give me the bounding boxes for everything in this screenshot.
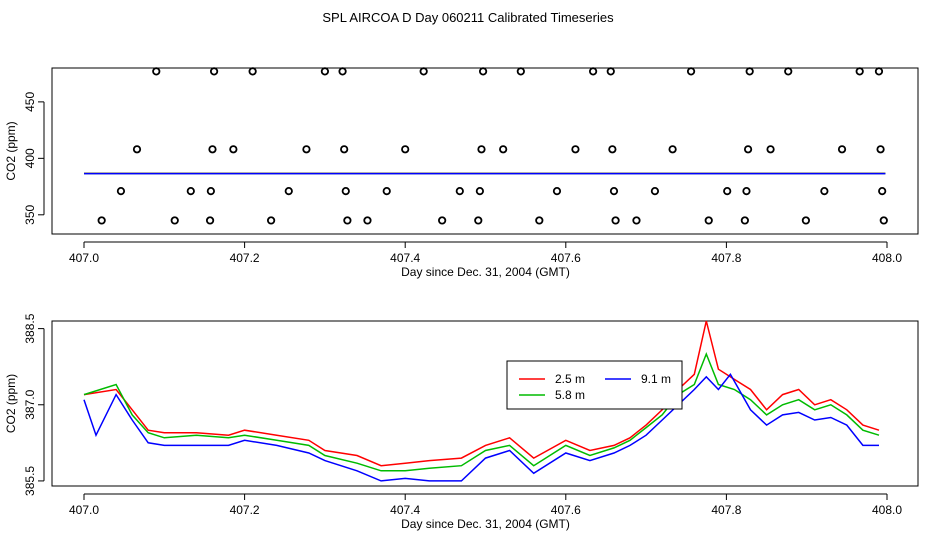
data-point xyxy=(229,145,238,154)
data-point xyxy=(552,186,562,196)
data-point xyxy=(132,145,142,154)
data-point xyxy=(116,186,126,196)
series-line xyxy=(83,372,879,482)
data-point xyxy=(248,67,257,76)
data-point xyxy=(186,186,195,196)
series-line xyxy=(83,320,880,467)
data-point xyxy=(589,67,598,76)
y-tick-label: 350 xyxy=(23,204,37,224)
data-point xyxy=(876,145,885,154)
data-point xyxy=(475,186,484,196)
x-axis-label: Day since Dec. 31, 2004 (GMT) xyxy=(401,517,570,531)
data-point xyxy=(401,145,410,154)
data-point xyxy=(784,67,793,76)
data-point xyxy=(320,67,329,76)
data-point xyxy=(340,145,349,154)
data-point xyxy=(650,186,660,196)
data-point xyxy=(152,67,161,76)
data-point xyxy=(745,67,754,76)
x-tick-label: 407.6 xyxy=(551,251,581,265)
data-point xyxy=(208,145,217,154)
y-tick-label: 400 xyxy=(23,148,37,168)
data-point xyxy=(343,216,352,225)
data-point xyxy=(855,67,864,76)
data-point xyxy=(419,67,428,76)
data-point xyxy=(341,186,350,196)
data-point xyxy=(474,216,483,225)
data-point xyxy=(382,186,391,196)
data-point xyxy=(723,186,732,196)
data-point xyxy=(170,216,179,225)
data-point xyxy=(686,67,696,76)
data-point xyxy=(438,216,447,225)
data-point xyxy=(206,186,215,196)
data-point xyxy=(837,145,847,154)
data-point xyxy=(874,67,884,76)
x-tick-label: 407.2 xyxy=(230,251,260,265)
plot-frame xyxy=(51,320,919,487)
data-point xyxy=(302,145,311,154)
data-point xyxy=(740,216,749,225)
legend-label: 9.1 m xyxy=(641,372,671,386)
x-tick-label: 407.4 xyxy=(390,251,420,265)
data-point xyxy=(499,145,508,154)
data-point xyxy=(820,186,829,196)
data-point xyxy=(338,67,347,76)
data-point xyxy=(668,145,677,154)
bottom-panel-lines: 407.0 407.2 407.4 407.6 407.8 408.0 Day since … xyxy=(4,313,919,531)
data-point xyxy=(611,216,620,225)
data-point xyxy=(571,145,580,154)
data-point xyxy=(455,186,464,196)
figure-title: SPL AIRCOA D Day 060211 Calibrated Times… xyxy=(322,10,614,25)
legend-box xyxy=(506,360,683,410)
x-tick-label: 408.0 xyxy=(872,503,902,517)
x-tick-label: 407.0 xyxy=(69,503,99,517)
data-point xyxy=(363,216,372,225)
data-point xyxy=(477,145,486,154)
data-point xyxy=(478,67,488,76)
data-point xyxy=(609,186,619,196)
data-point xyxy=(878,186,887,196)
x-tick-label: 408.0 xyxy=(872,251,902,265)
y-tick-label: 388.5 xyxy=(23,313,37,343)
x-tick-label: 407.2 xyxy=(230,503,260,517)
data-point xyxy=(516,67,525,76)
data-point xyxy=(742,186,751,196)
data-point xyxy=(879,216,888,225)
data-point xyxy=(704,216,713,225)
top-panel-scatter: 407.0 407.2 407.4 407.6 407.8 408.0 Day since … xyxy=(4,67,919,279)
x-tick-label: 407.8 xyxy=(711,503,741,517)
data-point xyxy=(632,216,641,225)
data-point xyxy=(766,145,775,154)
legend-label: 2.5 m xyxy=(555,372,585,386)
y-tick-label: 450 xyxy=(23,92,37,112)
data-point xyxy=(606,67,615,76)
data-point xyxy=(205,216,215,225)
data-point xyxy=(284,186,293,196)
x-axis-label: Day since Dec. 31, 2004 (GMT) xyxy=(401,265,570,279)
y-tick-label: 387.0 xyxy=(23,389,37,419)
data-point xyxy=(266,216,276,225)
series-line xyxy=(83,351,880,472)
x-tick-label: 407.0 xyxy=(69,251,99,265)
data-point xyxy=(743,145,753,154)
data-point xyxy=(801,216,810,225)
x-tick-label: 407.4 xyxy=(390,503,420,517)
y-axis-label: CO2 (ppm) xyxy=(4,121,18,180)
data-point xyxy=(608,145,617,154)
data-point xyxy=(97,216,106,225)
x-tick-label: 407.6 xyxy=(551,503,581,517)
x-tick-label: 407.8 xyxy=(711,251,741,265)
data-point xyxy=(535,216,544,225)
y-axis-label: CO2 (ppm) xyxy=(4,374,18,433)
y-tick-label: 385.5 xyxy=(23,466,37,496)
legend-label: 5.8 m xyxy=(555,388,585,402)
data-point xyxy=(209,67,219,76)
